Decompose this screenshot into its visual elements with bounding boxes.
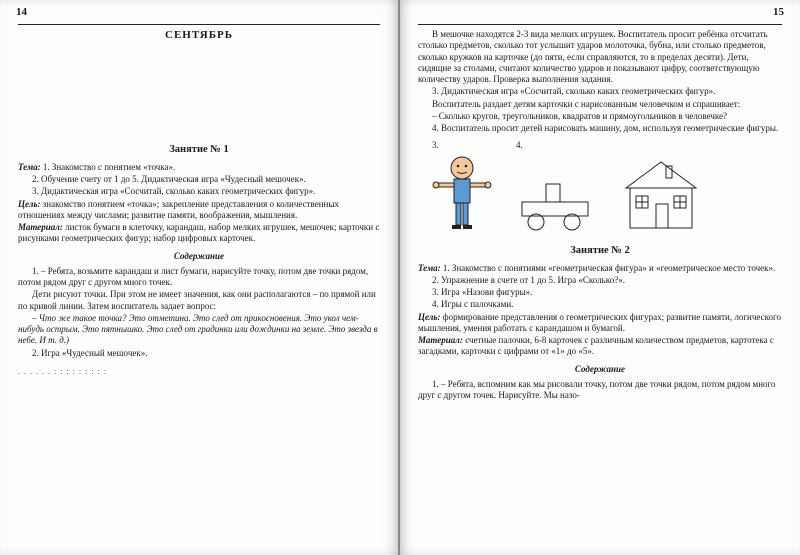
page-number-left: 14 [16,6,27,20]
figure-4: 4. [516,140,706,233]
r-theme-block: Тема: 1. Знакомство с понятиями «геометр… [418,263,782,274]
rule-top-right [418,24,782,25]
theme-label: Тема: [18,162,41,172]
r-mat-block: Материал: счетные палочки, 6-8 карточек … [418,335,782,358]
goal-text: знакомство понятием «точка»; закрепление… [18,199,339,220]
figures-row: 3. 4. [432,140,782,233]
dots-row: . . . . . . : : : : : : : : : [18,367,380,377]
figure-4-num: 4. [516,140,523,151]
mat-text: листок бумаги в клеточку, карандаш, набо… [18,222,379,243]
content-3: – Что же такое точка? Это отметина. Это … [18,313,380,347]
truck-house-icon [516,154,706,234]
figure-3-num: 3. [432,140,439,151]
r-goal-text: формирование представления о геометричес… [418,312,781,333]
goal-label: Цель: [18,199,41,209]
content-title-right: Содержание [418,364,782,375]
geometric-man-icon [432,154,492,234]
r-p5: 4. Воспитатель просит детей нарисовать м… [418,123,782,134]
theme-1: 1. Знакомство с понятием «точка». [41,162,176,172]
r-p1: В мешочке находятся 2-3 вида мелких игру… [418,29,782,85]
lesson-1-title: Занятие № 1 [18,143,380,156]
r-theme-label: Тема: [418,263,441,273]
content-2: Дети рисуют точки. При этом не имеет зна… [18,289,380,312]
r-goal-block: Цель: формирование представления о геоме… [418,312,782,335]
r-theme-1: 1. Знакомство с понятиями «геометрическа… [441,263,776,273]
r-p2: 3. Дидактическая игра «Сосчитай, сколько… [418,86,782,97]
theme-block: Тема: 1. Знакомство с понятием «точка». [18,162,380,173]
blank-space [18,43,380,133]
page-left: 14 СЕНТЯБРЬ Занятие № 1 Тема: 1. Знакомс… [0,0,400,555]
material-block: Материал: листок бумаги в клеточку, кара… [18,222,380,245]
r-mat-text: счетные палочки, 6-8 карточек с различны… [418,335,774,356]
figure-3: 3. [432,140,492,233]
mat-label: Материал: [18,222,63,232]
page-number-right: 15 [773,6,784,20]
goal-block: Цель: знакомство понятием «точка»; закре… [18,199,380,222]
r-goal-label: Цель: [418,312,441,322]
month-heading: СЕНТЯБРЬ [18,29,380,43]
r-mat-label: Материал: [418,335,463,345]
theme-3: 3. Дидактическая игра «Сосчитай, сколько… [18,186,380,197]
lesson-2-title: Занятие № 2 [418,244,782,257]
rule-top-left [18,24,380,25]
r-theme-4: 4. Игры с палочками. [418,299,782,310]
r-theme-3: 3. Игра «Назови фигуры». [418,287,782,298]
theme-2: 2. Обучение счету от 1 до 5. Дидактическ… [18,174,380,185]
r-p3: Воспитатель раздает детям карточки с нар… [418,99,782,110]
content-4: 2. Игра «Чудесный мешочек». [18,348,380,359]
page-right: 15 В мешочке находятся 2-3 вида мелких и… [400,0,800,555]
r-p4: – Сколько кругов, треугольников, квадрат… [418,111,782,122]
content-title-left: Содержание [18,251,380,262]
r-c1: 1. – Ребята, вспомним как мы рисовали то… [418,379,782,402]
r-theme-2: 2. Упражнение в счете от 1 до 5. Игра «С… [418,275,782,286]
content-1: 1. – Ребята, возьмите карандаш и лист бу… [18,266,380,289]
